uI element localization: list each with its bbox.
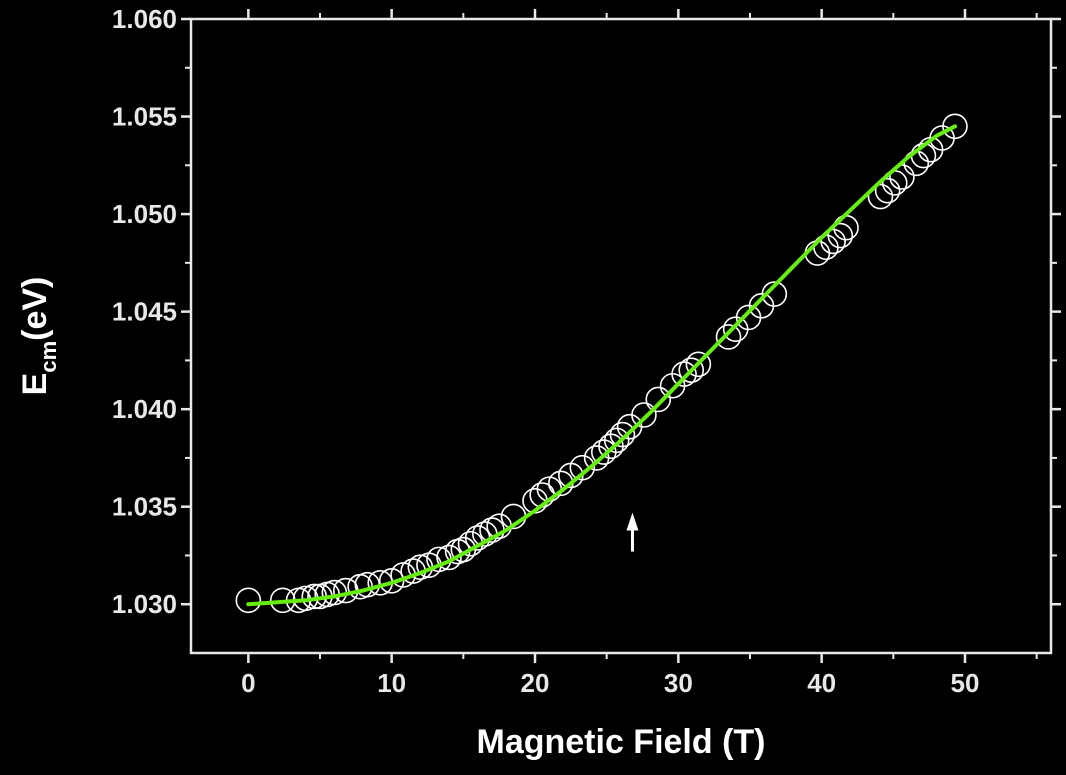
plot-frame	[189, 17, 1053, 655]
data-point	[867, 183, 894, 210]
data-point	[671, 361, 697, 387]
data-point	[827, 222, 854, 249]
y-axis-title-main: E	[16, 373, 54, 396]
x-tick-label: 0	[241, 668, 255, 698]
arrow-head-icon	[626, 512, 639, 531]
fit-curve	[246, 124, 957, 607]
x-axis-title: Magnetic Field (T)	[477, 723, 766, 761]
data-point	[942, 113, 968, 140]
y-tick-label: 1.045	[112, 297, 177, 327]
y-tick-label: 1.035	[112, 492, 177, 522]
data-point	[235, 587, 262, 614]
x-tick-label: 20	[521, 668, 550, 698]
x-tick-label: 30	[664, 668, 693, 698]
y-tick-label: 1.060	[112, 4, 177, 34]
data-point	[874, 177, 901, 204]
data-point	[813, 234, 839, 261]
data-point	[378, 568, 405, 594]
x-tick-label: 10	[377, 668, 406, 698]
data-point	[833, 214, 859, 241]
data-point	[603, 427, 630, 454]
x-tick-label: 40	[807, 668, 836, 698]
y-tick-label: 1.050	[112, 199, 177, 229]
data-point	[436, 544, 462, 571]
y-axis-title-subscript: cm	[36, 341, 61, 373]
data-point	[609, 421, 636, 448]
data-point	[685, 351, 712, 378]
data-point	[715, 324, 742, 350]
data-point	[645, 386, 672, 413]
data-point	[820, 228, 846, 255]
y-tick-label: 1.040	[112, 394, 177, 424]
data-point	[678, 357, 705, 383]
y-tick-label: 1.030	[112, 589, 177, 619]
y-axis-ticks: 1.030 1.035 1.040 1.045 1.050 1.055 1.060	[112, 4, 1061, 619]
data-point	[761, 281, 788, 307]
y-tick-label: 1.055	[112, 102, 177, 132]
data-point	[569, 454, 596, 481]
x-axis-ticks: 0 10 20 30 40 50	[241, 9, 1038, 698]
plot-content	[235, 113, 968, 614]
y-axis-title: Ecm(eV)	[16, 277, 61, 396]
x-tick-label: 50	[951, 668, 980, 698]
data-point	[631, 402, 657, 428]
y-axis-title-unit: (eV)	[16, 277, 54, 341]
